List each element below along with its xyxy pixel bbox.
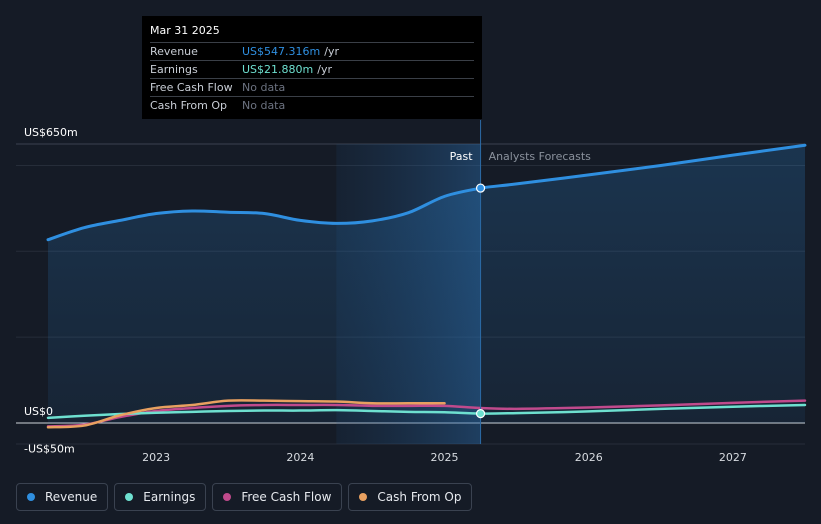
y-tick-label: US$0 [24,405,53,418]
tooltip-row-value: No data [242,81,286,94]
free-cash-flow-line [46,399,807,428]
forecast-label: Analysts Forecasts [489,150,592,163]
cash-from-op-line [46,399,446,429]
legend: Revenue Earnings Free Cash Flow Cash From O… [16,483,473,511]
tooltip-row-name: Free Cash Flow [150,81,233,94]
past-label: Past [450,150,474,163]
y-tick-label: US$650m [24,126,78,139]
legend-dot-icon [27,493,35,501]
y-tick-label: -US$50m [24,442,75,455]
legend-dot-icon [223,493,232,501]
series-lines [46,143,807,429]
tooltip: Mar 31 2025 Revenue US$547.316m/yr Earning… [142,16,482,119]
tooltip-row-name: Cash From Op [150,99,228,112]
x-tick-label: 2024 [286,451,314,464]
x-tick-label: 2027 [719,451,747,464]
legend-dot-icon [359,493,368,501]
legend-item-free-cash-flow[interactable]: Free Cash Flow [212,483,343,511]
tooltip-row-name: Revenue [150,45,198,58]
tooltip-row-value: No data [242,99,286,112]
tooltip-rows: Revenue US$547.316m/yr Earnings US$21.880m /… [150,42,474,114]
tooltip-row-value: US$21.880m [242,63,314,76]
earnings-marker [475,409,486,419]
tooltip-row: Earnings US$21.880m/yr [150,60,474,78]
tooltip-row-unit: /yr [317,63,332,76]
x-tick-label: 2023 [142,451,170,464]
tooltip-row-value: US$547.316m [242,45,321,58]
legend-label: Free Cash Flow [241,490,332,504]
legend-dot-icon [125,493,134,501]
x-tick-label: 2025 [431,451,459,464]
tooltip-row-unit: /yr [324,45,339,58]
legend-item-cash-from-op[interactable]: Cash From Op [348,483,473,511]
legend-item-revenue[interactable]: Revenue [16,483,109,511]
earnings-line [46,403,807,420]
revenue-line [46,143,807,242]
legend-label: Earnings [143,490,196,504]
revenue-area [48,145,805,423]
tooltip-row: Revenue US$547.316m/yr [150,42,474,60]
chart-area: Past Analysts Forecasts US$650m US$0 -US$5… [16,120,807,464]
legend-label: Revenue [45,490,98,504]
tooltip-row: Free Cash Flow No data [150,78,474,96]
revenue-marker [475,183,486,193]
x-axis-labels: 2023 2024 2025 2026 2027 [142,451,747,464]
revenue-area-fill [48,145,805,423]
tooltip-date: Mar 31 2025 [150,24,220,37]
hover-markers [475,183,486,419]
y-axis-labels: US$650m US$0 -US$50m [24,126,78,455]
legend-item-earnings[interactable]: Earnings [114,483,207,511]
x-tick-label: 2026 [575,451,603,464]
legend-label: Cash From Op [377,490,462,504]
tooltip-row-name: Earnings [150,63,198,76]
tooltip-row: Cash From Op No data [150,96,474,114]
